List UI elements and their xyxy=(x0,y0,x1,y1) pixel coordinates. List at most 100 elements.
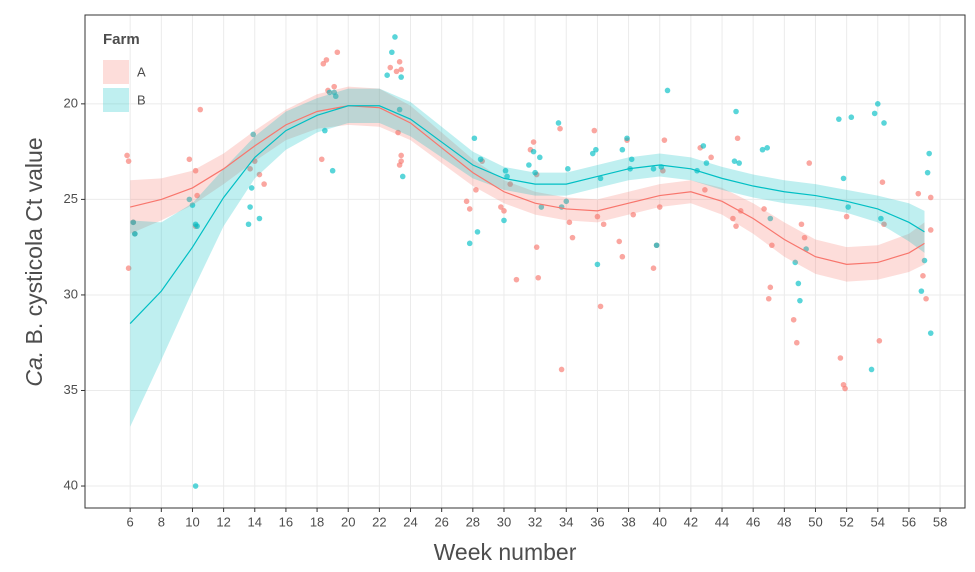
x-tick-label: 38 xyxy=(621,514,635,529)
point xyxy=(881,221,887,228)
point xyxy=(565,166,571,172)
point xyxy=(878,215,884,222)
point xyxy=(189,202,196,208)
x-tick-label: 26 xyxy=(434,514,448,529)
point xyxy=(619,253,626,260)
point xyxy=(245,221,252,228)
point xyxy=(597,303,604,310)
point xyxy=(329,167,336,174)
y-tick-label: 30 xyxy=(64,286,78,301)
point xyxy=(392,34,398,40)
point xyxy=(533,244,540,250)
x-tick-label: 10 xyxy=(185,514,199,529)
point xyxy=(630,211,637,218)
point xyxy=(247,204,253,210)
point xyxy=(194,192,200,199)
point xyxy=(876,338,883,344)
point xyxy=(557,125,563,132)
point xyxy=(530,139,537,145)
x-tick-label: 28 xyxy=(466,514,480,529)
point xyxy=(558,366,565,373)
point xyxy=(125,265,132,271)
point xyxy=(650,166,657,172)
legend-key xyxy=(103,60,129,84)
point xyxy=(767,284,774,291)
point xyxy=(619,146,626,153)
point xyxy=(563,198,570,205)
point xyxy=(501,208,507,214)
point xyxy=(793,339,800,346)
point xyxy=(538,204,545,210)
point xyxy=(730,215,736,222)
point xyxy=(790,316,797,323)
x-tick-label: 54 xyxy=(871,514,885,529)
fit-line xyxy=(130,105,925,265)
x-tick-label: 16 xyxy=(279,514,293,529)
point xyxy=(736,160,742,166)
point xyxy=(792,259,799,266)
x-tick-label: 6 xyxy=(127,514,134,529)
x-tick-label: 36 xyxy=(590,514,604,529)
point xyxy=(920,273,926,279)
point xyxy=(498,204,504,210)
point xyxy=(186,196,193,203)
point xyxy=(389,49,395,56)
point xyxy=(927,194,934,201)
point xyxy=(248,185,255,191)
x-tick-label: 48 xyxy=(777,514,791,529)
x-tick-label: 32 xyxy=(528,514,542,529)
point xyxy=(332,93,339,100)
point xyxy=(256,215,263,222)
point xyxy=(566,219,573,226)
x-tick-label: 46 xyxy=(746,514,760,529)
point xyxy=(192,167,199,174)
x-tick-label: 34 xyxy=(559,514,573,529)
x-tick-label: 18 xyxy=(310,514,324,529)
x-tick-label: 56 xyxy=(902,514,916,529)
point xyxy=(569,234,576,241)
point xyxy=(399,173,406,180)
point xyxy=(836,116,842,122)
point xyxy=(628,156,635,163)
point xyxy=(765,295,772,302)
x-tick-label: 42 xyxy=(684,514,698,529)
point xyxy=(261,181,267,187)
x-tick-label: 20 xyxy=(341,514,355,529)
point xyxy=(124,152,130,159)
y-axis-label-italic: Ca. xyxy=(21,351,47,387)
point xyxy=(764,145,770,151)
x-tick-label: 50 xyxy=(808,514,822,529)
point xyxy=(589,150,596,157)
point xyxy=(734,135,741,142)
point xyxy=(661,137,668,143)
point xyxy=(731,158,738,164)
legend-label: A xyxy=(137,64,146,79)
y-tick-label: 40 xyxy=(64,477,78,492)
point xyxy=(197,106,204,113)
point xyxy=(466,240,473,247)
point xyxy=(532,169,538,176)
y-axis-label-main: B. cysticola Ct value xyxy=(21,137,47,344)
point xyxy=(398,74,404,80)
point xyxy=(320,60,327,67)
point xyxy=(656,204,663,210)
point xyxy=(322,127,328,134)
point xyxy=(471,135,478,142)
x-tick-label: 14 xyxy=(248,514,262,529)
legend-title: Farm xyxy=(103,31,140,48)
point xyxy=(843,213,850,220)
point xyxy=(396,59,403,65)
point xyxy=(597,175,604,182)
point xyxy=(331,83,338,90)
confidence-band xyxy=(130,86,925,282)
point xyxy=(474,229,481,235)
point xyxy=(594,261,601,268)
point xyxy=(759,146,766,153)
point xyxy=(398,152,404,159)
y-tick-label: 20 xyxy=(64,95,78,110)
point xyxy=(530,148,537,155)
point xyxy=(591,127,598,134)
point xyxy=(881,120,887,126)
point xyxy=(650,265,657,271)
